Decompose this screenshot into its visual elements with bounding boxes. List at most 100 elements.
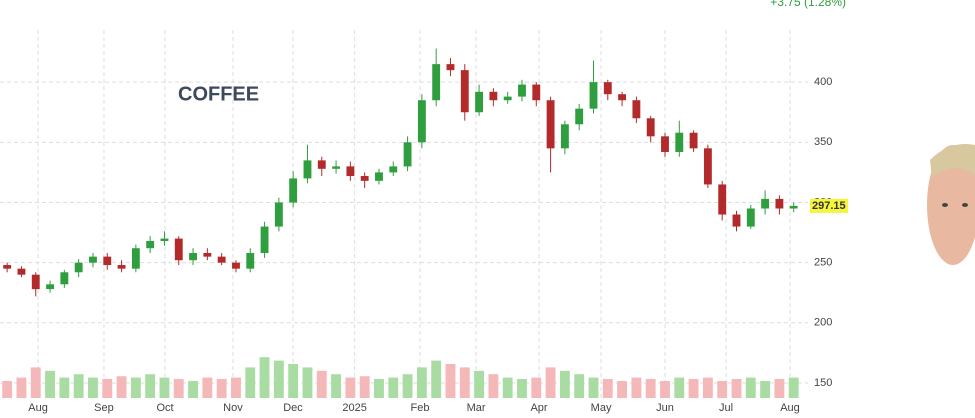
y-tick-label: 250 xyxy=(814,257,832,269)
x-tick-label: Apr xyxy=(530,402,547,414)
volume-bar xyxy=(159,377,170,398)
volume-bar xyxy=(273,360,284,398)
candle-body xyxy=(31,274,40,290)
candle-body xyxy=(332,166,341,169)
volume-bar xyxy=(102,378,113,398)
candle-body xyxy=(475,91,484,113)
volume-bar xyxy=(188,381,198,398)
candle-body xyxy=(546,100,555,149)
volume-bar xyxy=(288,364,299,398)
candle-body xyxy=(232,262,240,269)
candle-body xyxy=(675,132,684,152)
candle-body xyxy=(489,91,498,101)
candle-body xyxy=(160,238,169,241)
volume-bar xyxy=(145,374,156,398)
x-tick-label: Mar xyxy=(467,402,486,414)
candle-body xyxy=(217,256,226,263)
candle-body xyxy=(174,238,183,261)
candle-body xyxy=(60,272,69,285)
volume-bar xyxy=(702,377,713,398)
volume-bar xyxy=(2,381,13,398)
candle-body xyxy=(203,253,212,257)
candle-body xyxy=(403,142,412,167)
candle-body xyxy=(589,82,598,109)
volume-bar xyxy=(16,377,27,398)
x-tick-label: Sep xyxy=(94,402,114,414)
candle-body xyxy=(532,84,541,101)
volume-bar xyxy=(731,378,742,398)
volume-bar xyxy=(359,376,370,398)
candle-body xyxy=(460,70,469,113)
candle-body xyxy=(689,132,698,149)
y-tick-label: 350 xyxy=(814,136,832,148)
volume-bar xyxy=(674,377,685,398)
candle-body xyxy=(603,82,612,95)
volume-bar xyxy=(631,377,642,398)
volume-bar xyxy=(574,374,585,398)
candle-body xyxy=(346,166,355,177)
change-label: +3.75 (1.28%) xyxy=(770,0,846,9)
volume-bar xyxy=(173,378,184,398)
chart-title: COFFEE xyxy=(178,83,259,105)
candle-body xyxy=(446,64,455,71)
candle-body xyxy=(3,265,12,269)
candle-body xyxy=(503,96,512,101)
candle-body xyxy=(703,148,712,185)
candle-body xyxy=(661,136,669,152)
y-tick-label: 200 xyxy=(814,317,832,329)
volume-bar xyxy=(345,377,356,398)
x-tick-label: Feb xyxy=(411,402,430,414)
volume-bar xyxy=(388,377,399,398)
last-price-label: 297.15 xyxy=(812,200,846,212)
face-picture xyxy=(927,144,975,265)
x-tick-label: Aug xyxy=(780,402,800,414)
volume-bar xyxy=(717,381,728,398)
y-tick-label: 150 xyxy=(814,377,832,389)
volume-bar xyxy=(588,377,599,398)
x-tick-label: Oct xyxy=(156,402,173,414)
volume-bar xyxy=(660,381,670,398)
candle-body xyxy=(246,253,255,269)
candle-body xyxy=(131,248,140,269)
x-tick-label: 2025 xyxy=(342,402,366,414)
volume-bar xyxy=(59,377,70,398)
volume-bar xyxy=(116,376,127,398)
volume-bar xyxy=(316,370,327,398)
candle-body xyxy=(189,253,197,261)
volume-bar xyxy=(416,367,427,398)
candle-body xyxy=(89,256,97,263)
candle-body xyxy=(103,256,112,266)
x-tick-label: Jul xyxy=(719,402,733,414)
volume-bar xyxy=(374,378,384,398)
volume-bar xyxy=(745,377,756,398)
x-tick-label: Nov xyxy=(223,402,243,414)
volume-bar xyxy=(216,378,227,398)
volume-bar xyxy=(30,367,41,398)
volume-bar xyxy=(302,367,313,398)
volume-bar xyxy=(130,377,141,398)
candle-body xyxy=(117,265,126,269)
candle-body xyxy=(632,100,641,119)
candle-body xyxy=(74,262,83,273)
candle-body xyxy=(317,160,326,169)
volume-bar xyxy=(788,377,799,398)
volume-bar xyxy=(445,364,456,398)
x-tick-label: Jun xyxy=(656,402,674,414)
candle-body xyxy=(732,214,741,227)
volume-bar xyxy=(688,378,699,398)
volume-bar xyxy=(331,374,342,398)
candle-body xyxy=(146,240,155,249)
y-tick-label: 400 xyxy=(814,76,832,88)
volume-bar xyxy=(474,370,485,398)
volume-bar xyxy=(459,367,470,398)
volume-bar xyxy=(259,357,270,398)
volume-bar xyxy=(645,378,656,398)
candle-body xyxy=(575,108,584,125)
last-price-badge xyxy=(810,198,848,213)
candle-body xyxy=(289,178,298,203)
volume-bar xyxy=(502,377,513,398)
volume-bar xyxy=(202,377,213,398)
volume-bar xyxy=(88,377,98,398)
